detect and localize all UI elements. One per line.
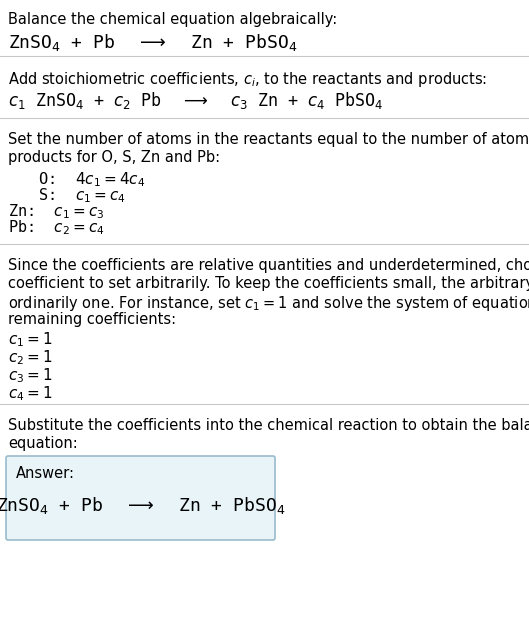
Text: Balance the chemical equation algebraically:: Balance the chemical equation algebraica… — [8, 12, 338, 27]
Text: ordinarily one. For instance, set $c_1 = 1$ and solve the system of equations fo: ordinarily one. For instance, set $c_1 =… — [8, 294, 529, 313]
Text: $c_1 = 1$: $c_1 = 1$ — [8, 330, 52, 349]
Text: $c_1$ ZnSO$_4$ + $c_2$ Pb  $\longrightarrow$  $c_3$ Zn + $c_4$ PbSO$_4$: $c_1$ ZnSO$_4$ + $c_2$ Pb $\longrightarr… — [8, 90, 384, 111]
Text: equation:: equation: — [8, 436, 78, 451]
Text: Set the number of atoms in the reactants equal to the number of atoms in the: Set the number of atoms in the reactants… — [8, 132, 529, 147]
Text: $c_2 = 1$: $c_2 = 1$ — [8, 348, 52, 367]
Text: ZnSO$_4$ + Pb  $\longrightarrow$  Zn + PbSO$_4$: ZnSO$_4$ + Pb $\longrightarrow$ Zn + PbS… — [8, 32, 297, 53]
Text: Add stoichiometric coefficients, $c_i$, to the reactants and products:: Add stoichiometric coefficients, $c_i$, … — [8, 70, 487, 89]
Text: ZnSO$_4$ + Pb  $\longrightarrow$  Zn + PbSO$_4$: ZnSO$_4$ + Pb $\longrightarrow$ Zn + PbS… — [0, 495, 285, 517]
Text: products for O, S, Zn and Pb:: products for O, S, Zn and Pb: — [8, 150, 220, 165]
Text: O:  $4 c_1 = 4 c_4$: O: $4 c_1 = 4 c_4$ — [20, 170, 145, 189]
Text: remaining coefficients:: remaining coefficients: — [8, 312, 176, 327]
Text: Answer:: Answer: — [16, 466, 75, 481]
Text: Zn:  $c_1 = c_3$: Zn: $c_1 = c_3$ — [8, 202, 105, 221]
Text: $c_4 = 1$: $c_4 = 1$ — [8, 384, 52, 403]
Text: Pb:  $c_2 = c_4$: Pb: $c_2 = c_4$ — [8, 218, 105, 237]
Text: coefficient to set arbitrarily. To keep the coefficients small, the arbitrary va: coefficient to set arbitrarily. To keep … — [8, 276, 529, 291]
Text: $c_3 = 1$: $c_3 = 1$ — [8, 366, 52, 385]
Text: S:  $c_1 = c_4$: S: $c_1 = c_4$ — [20, 186, 126, 204]
Text: Substitute the coefficients into the chemical reaction to obtain the balanced: Substitute the coefficients into the che… — [8, 418, 529, 433]
Text: Since the coefficients are relative quantities and underdetermined, choose a: Since the coefficients are relative quan… — [8, 258, 529, 273]
FancyBboxPatch shape — [6, 456, 275, 540]
